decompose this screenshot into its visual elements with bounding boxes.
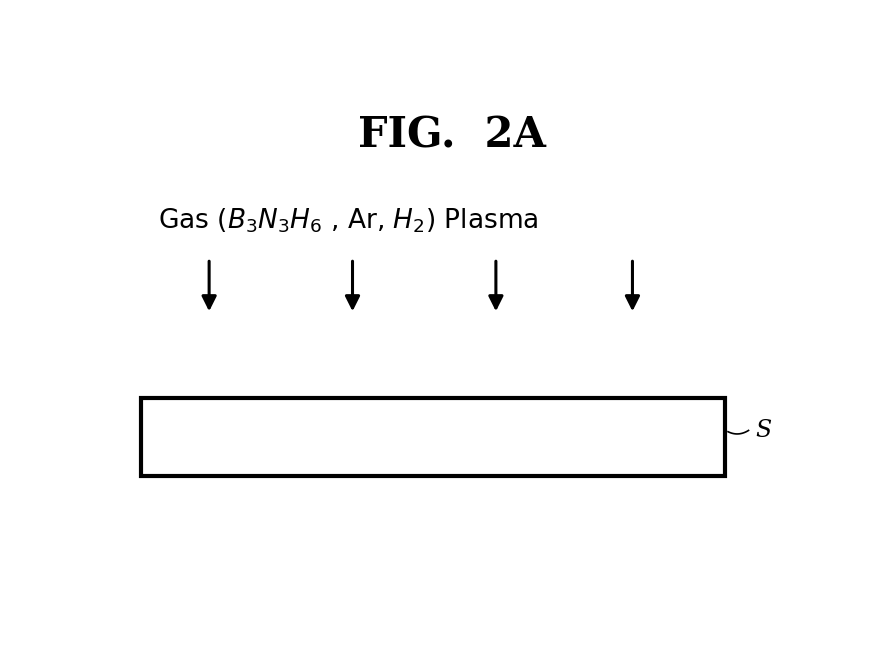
Text: FIG.  2A: FIG. 2A <box>358 114 545 156</box>
Text: S: S <box>755 419 772 442</box>
Text: Gas $(B_3N_3H_6$ , Ar, $H_2)$ Plasma: Gas $(B_3N_3H_6$ , Ar, $H_2)$ Plasma <box>158 206 538 235</box>
Bar <box>141 397 724 476</box>
